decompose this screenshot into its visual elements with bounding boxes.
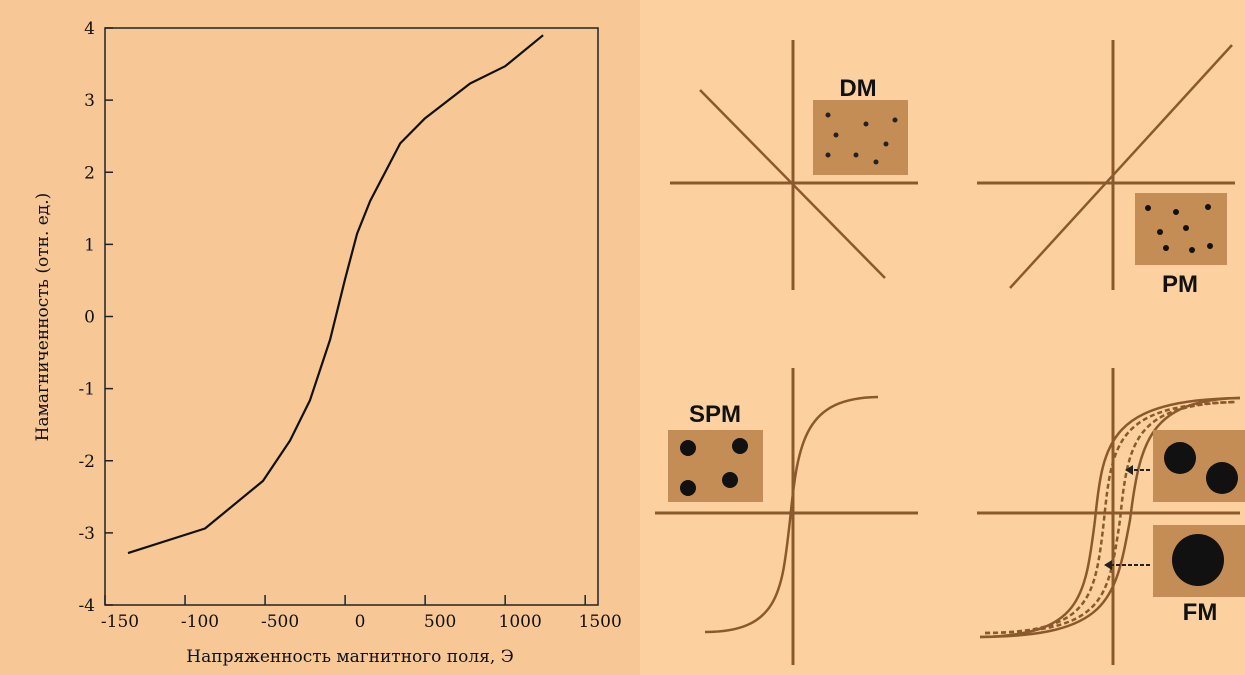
x-axis-label: Напряженность магнитного поля, Э	[186, 647, 513, 667]
panel-label: PM	[1162, 271, 1198, 298]
x-tick-label: -150	[101, 612, 139, 632]
panel-label: SPM	[689, 401, 741, 428]
y-tick-label: 4	[84, 19, 95, 39]
y-axis-label: Намагниченность (отн. ед.)	[33, 193, 53, 442]
x-tick-label: -100	[181, 612, 219, 632]
x-tick-label: -500	[261, 612, 299, 632]
x-tick-label: 500	[424, 612, 456, 632]
response-curve	[704, 395, 879, 634]
diagrams: DM PM SPM FM	[655, 40, 1245, 665]
hysteresis-branch	[984, 400, 1236, 635]
x-tick-label: 0	[355, 612, 366, 632]
dots	[680, 438, 748, 496]
panel-label: FM	[1183, 599, 1218, 626]
x-tick-label: 1000	[499, 612, 542, 632]
y-tick-label: -4	[78, 596, 95, 616]
dots	[825, 112, 898, 165]
sample-box	[1135, 193, 1227, 265]
y-tick-label: 1	[84, 235, 95, 255]
x-tick-label: 1500	[579, 612, 622, 632]
y-tick-label: -3	[78, 524, 95, 544]
arrowhead	[1104, 560, 1112, 570]
sample-box	[813, 100, 908, 175]
y-tick-label: 2	[84, 163, 95, 183]
dots	[1164, 442, 1238, 494]
hysteresis-branch	[984, 400, 1236, 635]
y-tick-label: -1	[78, 380, 95, 400]
y-tick-label: 0	[84, 308, 95, 328]
response-line	[699, 89, 886, 279]
dots	[1145, 204, 1213, 253]
y-tick-label: 3	[84, 91, 95, 111]
arrowhead	[1125, 465, 1133, 475]
magnetization-curve	[127, 34, 544, 555]
scan-background	[0, 0, 640, 675]
chart: Напряженность магнитного поля, Э Намагни…	[33, 19, 622, 667]
panel-label: DM	[839, 75, 876, 102]
y-tick-label: -2	[78, 452, 95, 472]
dot	[1172, 534, 1224, 586]
response-line	[1009, 44, 1233, 289]
